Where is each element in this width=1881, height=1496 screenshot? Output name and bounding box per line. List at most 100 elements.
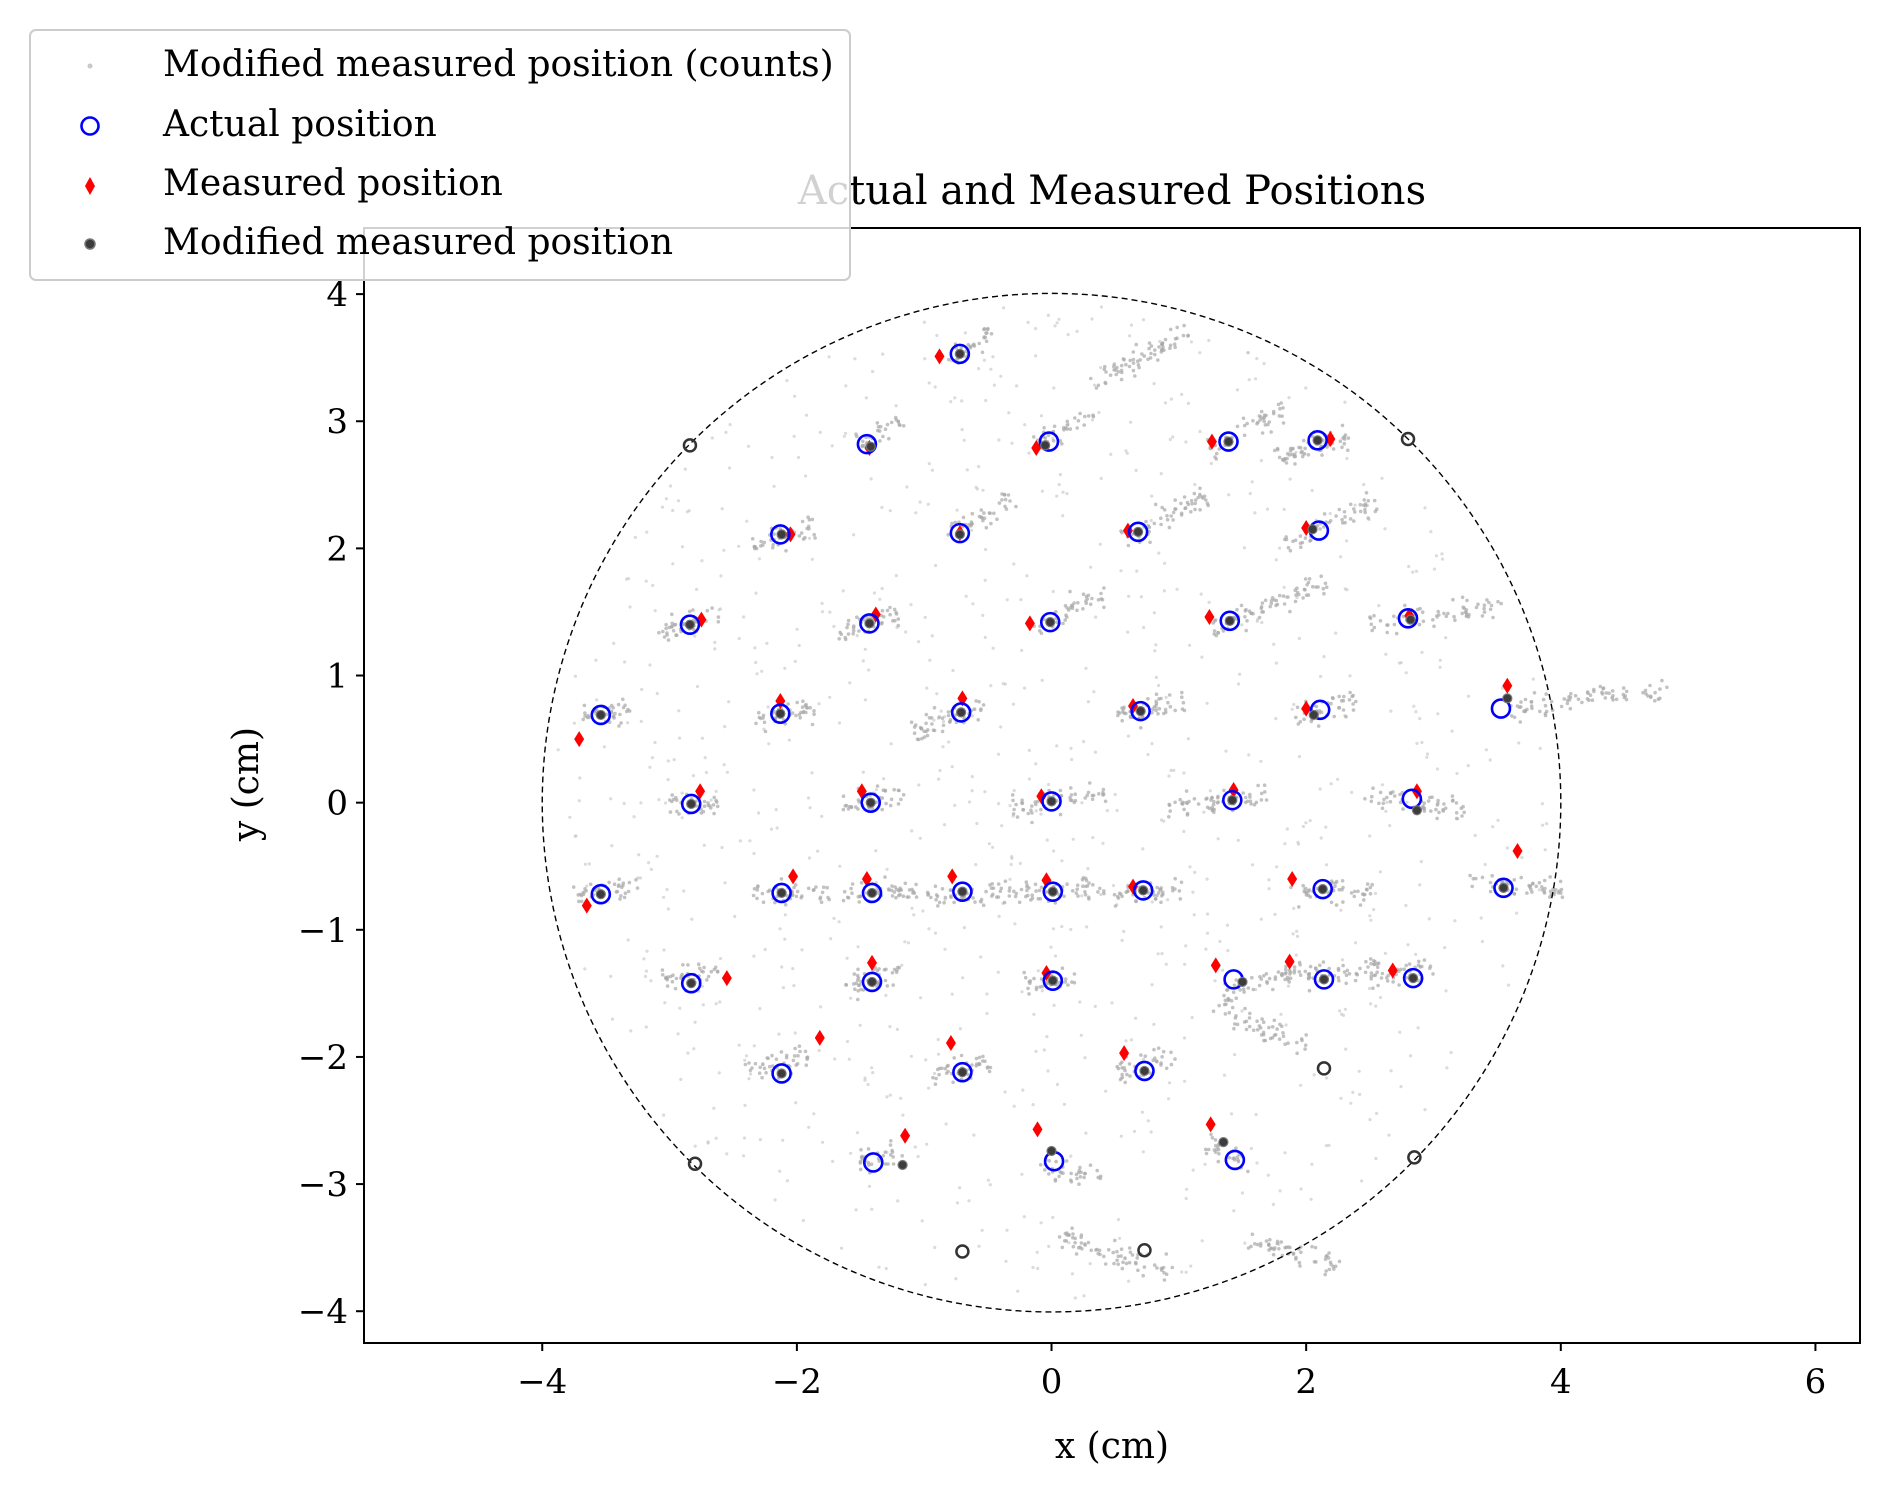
count-point [634,878,638,882]
count-point [1108,373,1113,378]
count-point [1116,1066,1121,1071]
count-point [984,547,988,552]
count-point [701,1003,705,1007]
count-point [1060,925,1064,929]
count-point [1265,507,1270,511]
count-point [663,1001,667,1005]
count-point [886,887,891,891]
count-point [758,1065,762,1070]
count-point [880,807,884,812]
count-point [870,806,875,811]
count-point [1191,890,1195,894]
actual-point [1038,431,1060,452]
count-point [1165,517,1170,522]
count-point [655,854,659,858]
count-point [967,800,972,804]
count-point [1095,1168,1099,1173]
count-point [1039,885,1044,890]
count-point [1337,887,1342,892]
count-point [1163,707,1168,712]
count-point [996,752,1001,756]
count-point [1352,507,1356,511]
count-point [1182,495,1187,499]
count-point [648,765,652,769]
count-point [804,474,808,478]
count-point [1255,1242,1260,1247]
count-point [1150,742,1154,746]
count-point [1046,1069,1050,1073]
count-point [1109,452,1113,456]
count-point [1194,498,1198,502]
count-point [1020,801,1025,806]
count-point [804,1063,809,1067]
count-point [1462,810,1466,815]
count-point [837,637,841,641]
count-point [980,350,985,355]
count-point [1327,520,1331,525]
count-point [1027,886,1031,890]
count-point [1055,494,1059,498]
count-point [1337,694,1341,699]
count-point [906,941,911,945]
count-point [878,424,883,429]
count-point [1151,707,1155,711]
count-point [955,1201,960,1205]
modified-point [864,618,875,629]
count-point [846,618,851,623]
count-point [1115,1249,1119,1254]
count-point [1294,593,1298,597]
count-point [700,984,704,989]
count-point [971,343,975,348]
count-point [917,640,921,644]
count-point [1034,985,1039,990]
count-point [1124,1261,1129,1266]
count-point [937,1072,941,1077]
count-point [914,511,918,515]
count-point [970,789,974,793]
count-point [1152,521,1157,526]
count-point [1045,838,1049,842]
count-point [1180,1270,1184,1274]
count-point [1190,1015,1194,1020]
count-point [1306,972,1311,977]
count-point [1216,837,1220,841]
count-point [1369,974,1373,979]
count-point [800,948,804,952]
count-point [1034,762,1038,766]
count-point [1624,697,1629,702]
count-point [583,711,587,715]
count-point [1227,1155,1232,1160]
modified-point [1045,617,1056,628]
count-point [1342,970,1347,974]
count-point [1279,1012,1283,1017]
count-point [1117,711,1122,715]
count-point [1240,1009,1244,1013]
count-point [853,987,857,992]
actual-point [860,792,882,813]
modified-point [1047,975,1058,986]
count-point [1540,888,1545,892]
count-point [1039,414,1043,418]
count-point [989,684,993,688]
count-point [1260,620,1264,625]
count-point [1043,1168,1047,1172]
count-point [1238,672,1242,676]
count-point [1256,783,1260,788]
count-point [1246,351,1250,355]
count-point [629,1029,633,1033]
count-point [1362,892,1366,897]
count-point [1120,1266,1125,1271]
count-point [1119,377,1124,382]
modified-point [1405,614,1416,625]
count-point [1244,628,1248,633]
count-point [965,468,969,472]
count-point [931,1075,935,1080]
count-point [1276,402,1281,407]
count-point [987,1069,992,1074]
count-point [1250,480,1254,484]
count-point [1164,1252,1169,1256]
count-point [1034,1049,1038,1053]
count-point [1242,990,1246,994]
count-point [1445,1066,1449,1070]
count-point [977,367,981,371]
